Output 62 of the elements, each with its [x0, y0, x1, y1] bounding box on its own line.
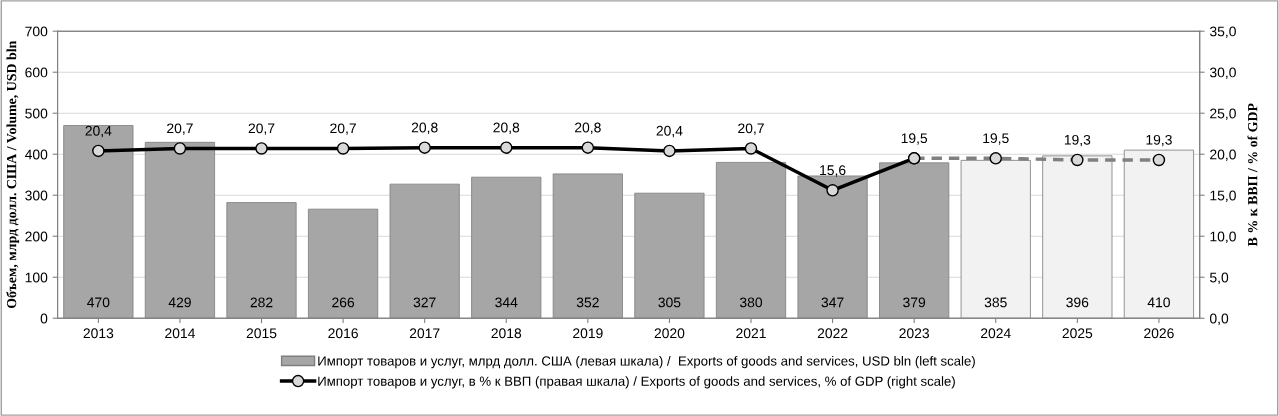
x-tick-label: 2015 — [246, 328, 277, 339]
data-label: 344 — [495, 297, 518, 308]
data-label: 19,5 — [901, 133, 928, 145]
data-label: 20,7 — [330, 123, 356, 135]
data-label: 352 — [576, 297, 599, 308]
y-tick-label: 500 — [25, 108, 48, 119]
x-tick-label: 2014 — [165, 328, 195, 339]
data-label: 347 — [821, 297, 844, 308]
x-tick-label: 2025 — [1062, 328, 1093, 339]
y-tick-label: 400 — [24, 149, 48, 160]
x-tick-label: 2022 — [817, 328, 848, 339]
data-label: 305 — [658, 297, 681, 308]
data-label: 20,8 — [411, 122, 438, 135]
x-tick-label: 2023 — [899, 328, 929, 339]
x-tick-label: 2020 — [654, 328, 685, 339]
data-label: 470 — [87, 297, 110, 308]
y-tick-label: 600 — [25, 67, 48, 78]
data-label: 385 — [984, 297, 1007, 308]
data-label: 20,7 — [738, 123, 764, 135]
x-tick-label: 2018 — [491, 328, 522, 339]
y2-tick-label: 25,0 — [1210, 108, 1236, 121]
x-tick-label: 2026 — [1144, 328, 1174, 339]
y2-axis-title: В % к ВВП / % of GDP — [1247, 103, 1258, 247]
data-label: 20,8 — [493, 122, 520, 135]
y-tick-label: 300 — [25, 190, 48, 201]
y2-tick-label: 20,0 — [1210, 149, 1236, 162]
y2-tick-label: 30,0 — [1209, 67, 1236, 80]
data-label: 380 — [739, 297, 763, 308]
y2-tick-label: 15,0 — [1210, 190, 1236, 203]
data-label: 327 — [413, 297, 436, 308]
data-label: 396 — [1066, 297, 1089, 308]
y-tick-label: 100 — [25, 272, 48, 283]
x-tick-label: 2024 — [981, 328, 1011, 339]
x-tick-label: 2013 — [83, 328, 114, 339]
y-tick-label: 200 — [25, 231, 48, 242]
data-label: 410 — [1147, 297, 1170, 308]
data-label: 266 — [332, 297, 355, 308]
data-label: 429 — [168, 297, 191, 308]
data-label: 20,8 — [575, 122, 601, 135]
data-label: 15,6 — [820, 165, 846, 177]
legend-label: Импорт товаров и услуг, в % к ВВП (правая шкала) / Exports of goods and services, % of GDP (right scale) — [318, 376, 955, 389]
x-tick-label: 2017 — [409, 328, 440, 339]
x-tick-label: 2019 — [573, 328, 603, 339]
data-label: 19,3 — [1064, 134, 1091, 147]
data-label: 20,4 — [656, 125, 683, 138]
legend-label: Импорт товаров и услуг, млрд долл. США (левая шкала) / Exports of goods and services, USD bln (left scale) — [318, 355, 975, 369]
y2-tick-label: 10,0 — [1210, 231, 1236, 244]
data-label: 282 — [250, 297, 273, 308]
x-tick-label: 2016 — [328, 328, 358, 339]
data-label: 19,3 — [1146, 134, 1172, 147]
y2-tick-label: 0,0 — [1209, 313, 1229, 326]
data-label: 20,7 — [167, 123, 193, 135]
data-label: 20,4 — [85, 125, 112, 138]
y-tick-label: 0 — [40, 313, 48, 324]
x-tick-label: 2021 — [736, 328, 766, 339]
y-axis-title: Объем, млрд долл. США / Volume, USD bln — [6, 40, 20, 309]
y2-tick-label: 35,0 — [1209, 26, 1236, 39]
data-label: 379 — [903, 297, 926, 308]
y-tick-label: 700 — [25, 26, 48, 37]
data-label: 20,7 — [248, 123, 275, 135]
data-label: 19,5 — [983, 133, 1009, 145]
y2-tick-label: 5,0 — [1209, 272, 1229, 285]
